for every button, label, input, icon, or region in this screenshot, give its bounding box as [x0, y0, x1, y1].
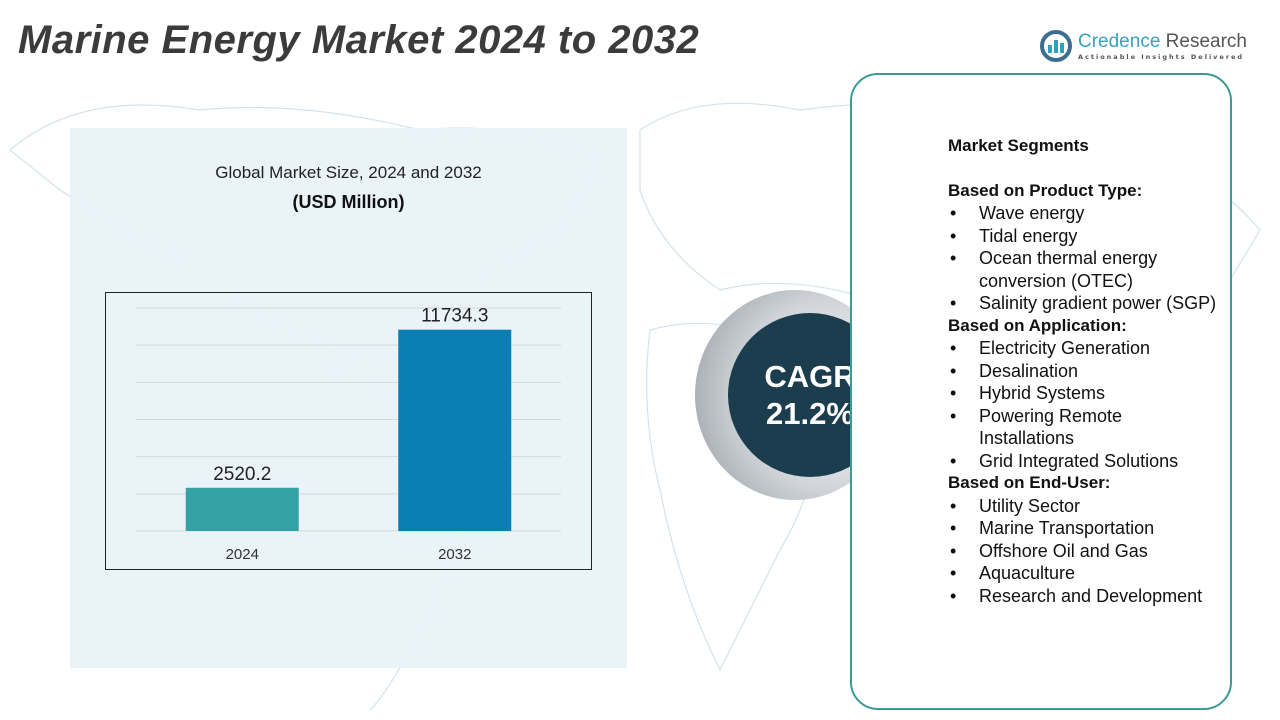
- segment-item: Offshore Oil and Gas: [948, 540, 1218, 563]
- data-label-2024: 2520.2: [213, 464, 271, 485]
- logo-name-2: Research: [1165, 31, 1247, 52]
- segment-item: Salinity gradient power (SGP): [948, 292, 1218, 315]
- segment-item: Electricity Generation: [948, 337, 1218, 360]
- segment-group-title: Based on Application:: [948, 315, 1127, 335]
- bar-chart-svg: 2520.2 2024 11734.3 2032: [136, 306, 561, 563]
- data-label-2032: 11734.3: [421, 306, 488, 327]
- logo-name-1: Credence: [1078, 31, 1161, 52]
- logo-tagline: Actionable Insights Delivered: [1078, 53, 1245, 61]
- page-title: Marine Energy Market 2024 to 2032: [18, 18, 700, 62]
- segment-group-product-type: Based on Product Type: Wave energy Tidal…: [948, 180, 1218, 315]
- segment-item: Utility Sector: [948, 495, 1218, 518]
- segment-group-title: Based on End-User:: [948, 473, 1111, 492]
- segment-item: Powering Remote Installations: [948, 405, 1218, 450]
- segment-item: Ocean thermal energy conversion (OTEC): [948, 247, 1218, 292]
- credence-research-logo: Credence Research Actionable Insights De…: [1040, 30, 1247, 62]
- logo-chart-icon: [1040, 30, 1072, 62]
- segment-item: Hybrid Systems: [948, 382, 1218, 405]
- chart-panel: [70, 128, 627, 668]
- segment-group-title: Based on Product Type:: [948, 180, 1143, 200]
- segment-item: Marine Transportation: [948, 517, 1218, 540]
- chart-title: Global Market Size, 2024 and 2032: [215, 163, 482, 182]
- segment-item: Tidal energy: [948, 225, 1218, 248]
- bar-2032: [398, 329, 512, 531]
- x-tick-2024: 2024: [226, 546, 259, 563]
- chart-unit: (USD Million): [292, 192, 405, 212]
- segment-group-end-user: Based on End-User: Utility Sector Marine…: [948, 472, 1218, 607]
- segment-item: Research and Development: [948, 585, 1218, 608]
- x-tick-2032: 2032: [438, 546, 471, 563]
- cagr-label: CAGR: [764, 358, 856, 394]
- market-segments-panel: Market Segments Based on Product Type: W…: [850, 73, 1232, 710]
- segment-group-application: Based on Application: Electricity Genera…: [948, 315, 1218, 473]
- segments-heading: Market Segments: [948, 136, 1089, 155]
- cagr-value: 21.2%: [766, 396, 854, 431]
- bar-2024: [185, 487, 299, 531]
- segment-item: Aquaculture: [948, 562, 1218, 585]
- bar-chart: 2520.2 2024 11734.3 2032: [105, 292, 592, 570]
- segment-item: Wave energy: [948, 202, 1218, 225]
- segment-item: Desalination: [948, 360, 1218, 383]
- segment-item: Grid Integrated Solutions: [948, 450, 1218, 473]
